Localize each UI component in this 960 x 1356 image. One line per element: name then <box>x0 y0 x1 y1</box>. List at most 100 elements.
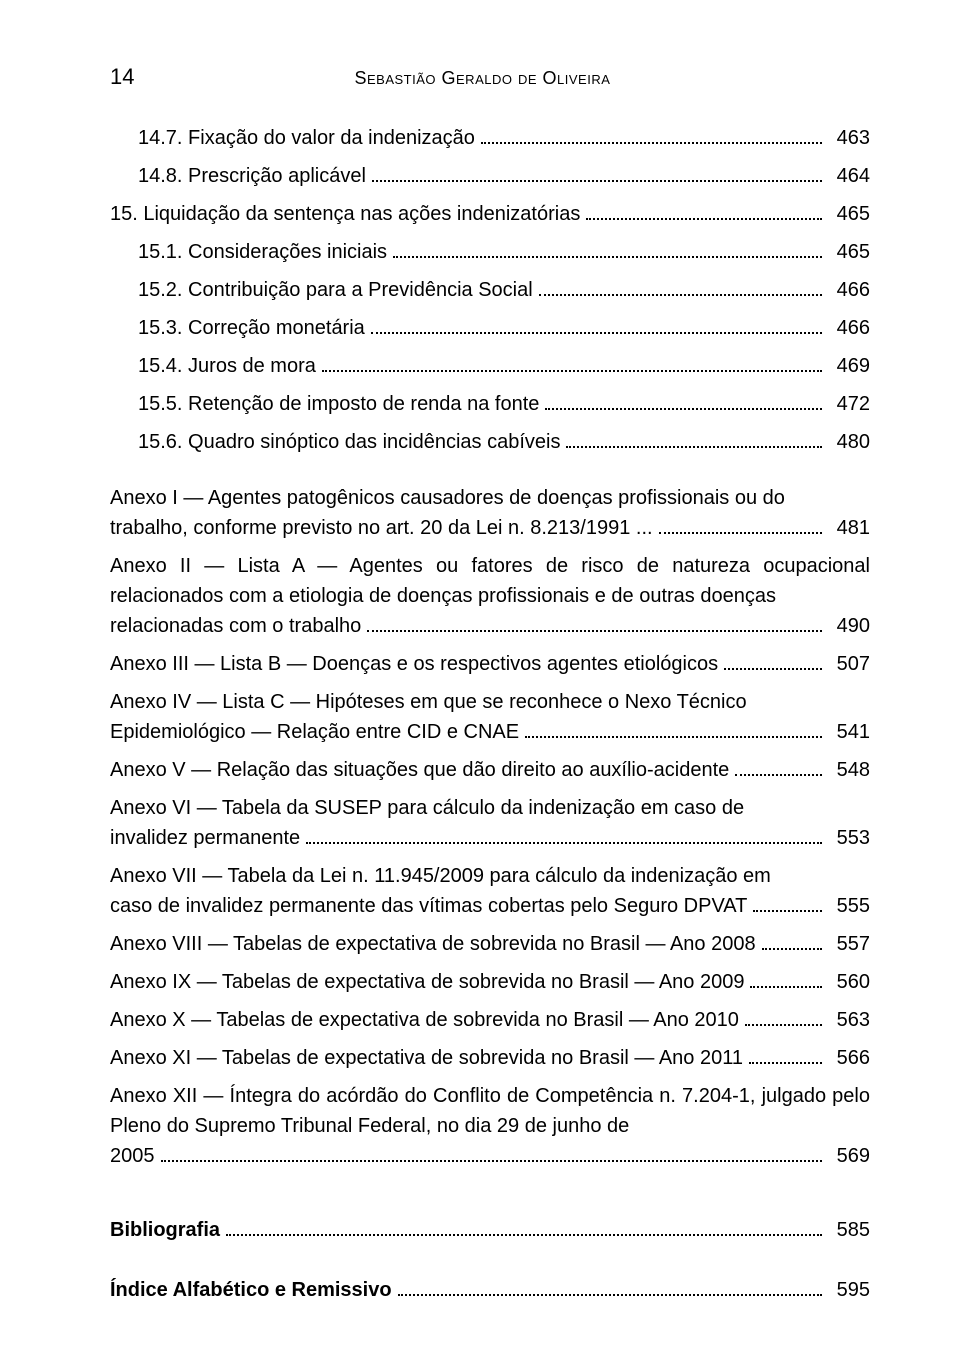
toc-leader-dots <box>659 532 822 534</box>
anexo-lastline: invalidez permanente 553 <box>110 823 870 853</box>
toc-label: 15.1. Considerações iniciais <box>138 237 387 267</box>
anexo-lastline: Anexo IX — Tabelas de expectativa de sob… <box>110 967 870 997</box>
toc-page: 466 <box>828 275 870 305</box>
anexo-page: 569 <box>828 1141 870 1171</box>
footer-toc-entry: Índice Alfabético e Remissivo 595 <box>110 1275 870 1305</box>
anexo-last-text: 2005 <box>110 1141 155 1171</box>
anexo-last-text: Anexo IX — Tabelas de expectativa de sob… <box>110 967 744 997</box>
anexo-page: 553 <box>828 823 870 853</box>
anexo-entry: Anexo VII — Tabela da Lei n. 11.945/2009… <box>110 861 870 921</box>
page-header: 14 Sebastião Geraldo de Oliveira <box>110 60 870 93</box>
toc-page: 465 <box>828 237 870 267</box>
footer-label: Índice Alfabético e Remissivo <box>110 1275 392 1305</box>
toc-leader-dots <box>372 180 822 182</box>
toc-leader-dots <box>226 1234 822 1236</box>
anexo-lastline: 2005 569 <box>110 1141 870 1171</box>
toc-label: 15.5. Retenção de imposto de renda na fo… <box>138 389 539 419</box>
anexo-text: Anexo XII — Íntegra do acórdão do Confli… <box>110 1081 870 1141</box>
anexo-lastline: relacionadas com o trabalho 490 <box>110 611 870 641</box>
toc-entry: 14.7. Fixação do valor da indenização463 <box>110 123 870 153</box>
author-name: Sebastião Geraldo de Oliveira <box>354 65 610 92</box>
anexo-text: Anexo VII — Tabela da Lei n. 11.945/2009… <box>110 861 870 891</box>
anexo-page: 555 <box>828 891 870 921</box>
anexo-lastline: trabalho, conforme previsto no art. 20 d… <box>110 513 870 543</box>
anexo-lastline: Anexo X — Tabelas de expectativa de sobr… <box>110 1005 870 1035</box>
page-number: 14 <box>110 60 134 93</box>
anexo-lastline: Anexo III — Lista B — Doenças e os respe… <box>110 649 870 679</box>
toc-leader-dots <box>750 986 822 988</box>
toc-page: 472 <box>828 389 870 419</box>
toc-leader-dots <box>735 774 822 776</box>
anexo-page: 541 <box>828 717 870 747</box>
anexo-page: 557 <box>828 929 870 959</box>
toc-page: 465 <box>828 199 870 229</box>
anexo-entry: Anexo VIII — Tabelas de expectativa de s… <box>110 929 870 959</box>
anexo-entry: Anexo IX — Tabelas de expectativa de sob… <box>110 967 870 997</box>
anexo-page: 560 <box>828 967 870 997</box>
toc-leader-dots <box>322 370 822 372</box>
toc-page: 466 <box>828 313 870 343</box>
anexo-page: 563 <box>828 1005 870 1035</box>
toc-leader-dots <box>525 736 822 738</box>
footer-page: 595 <box>828 1275 870 1305</box>
anexo-last-text: trabalho, conforme previsto no art. 20 d… <box>110 513 653 543</box>
anexo-last-text: Anexo X — Tabelas de expectativa de sobr… <box>110 1005 739 1035</box>
anexo-lastline: Anexo XI — Tabelas de expectativa de sob… <box>110 1043 870 1073</box>
anexo-lastline: Anexo VIII — Tabelas de expectativa de s… <box>110 929 870 959</box>
toc-leader-dots <box>753 910 822 912</box>
toc-entry: 14.8. Prescrição aplicável 464 <box>110 161 870 191</box>
footer-page: 585 <box>828 1215 870 1245</box>
section-gap <box>110 465 870 483</box>
toc-page: 469 <box>828 351 870 381</box>
footer-section: Bibliografia 585 Índice Alfabético e Remis… <box>110 1215 870 1305</box>
anexo-lastline: caso de invalidez permanente das vítimas… <box>110 891 870 921</box>
anexo-text: Anexo IV — Lista C — Hipóteses em que se… <box>110 687 870 717</box>
toc-leader-dots <box>745 1024 822 1026</box>
toc-entry: 15.2. Contribuição para a Previdência So… <box>110 275 870 305</box>
anexo-last-text: invalidez permanente <box>110 823 300 853</box>
toc-page: 464 <box>828 161 870 191</box>
toc-page: 480 <box>828 427 870 457</box>
anexo-entry: Anexo II — Lista A — Agentes ou fatores … <box>110 551 870 641</box>
anexo-last-text: caso de invalidez permanente das vítimas… <box>110 891 747 921</box>
toc-leader-dots <box>367 630 822 632</box>
toc-entry: 15.1. Considerações iniciais 465 <box>110 237 870 267</box>
anexo-entry: Anexo I — Agentes patogênicos causadores… <box>110 483 870 543</box>
toc-leader-dots <box>586 218 822 220</box>
toc-label: 14.8. Prescrição aplicável <box>138 161 366 191</box>
footer-label: Bibliografia <box>110 1215 220 1245</box>
anexo-page: 566 <box>828 1043 870 1073</box>
footer-gap-1 <box>110 1179 870 1197</box>
toc-leader-dots <box>161 1160 823 1162</box>
anexo-last-text: Anexo XI — Tabelas de expectativa de sob… <box>110 1043 743 1073</box>
anexo-entry: Anexo XII — Íntegra do acórdão do Confli… <box>110 1081 870 1171</box>
anexo-last-text: relacionadas com o trabalho <box>110 611 361 641</box>
toc-leader-dots <box>724 668 822 670</box>
toc-leader-dots <box>306 842 822 844</box>
toc-leader-dots <box>371 332 822 334</box>
toc-entry: 15. Liquidação da sentença nas ações ind… <box>110 199 870 229</box>
toc-page: 463 <box>828 123 870 153</box>
anexo-last-text: Anexo VIII — Tabelas de expectativa de s… <box>110 929 756 959</box>
footer-gap-2 <box>110 1197 870 1215</box>
anexo-lastline: Anexo V — Relação das situações que dão … <box>110 755 870 785</box>
anexo-text: Anexo VI — Tabela da SUSEP para cálculo … <box>110 793 870 823</box>
anexo-text: Anexo II — Lista A — Agentes ou fatores … <box>110 551 870 611</box>
toc-label: 15.4. Juros de mora <box>138 351 316 381</box>
toc-leader-dots <box>749 1062 822 1064</box>
toc-entry: 15.4. Juros de mora 469 <box>110 351 870 381</box>
anexo-page: 490 <box>828 611 870 641</box>
toc-leader-dots <box>398 1294 822 1296</box>
anexo-entry: Anexo X — Tabelas de expectativa de sobr… <box>110 1005 870 1035</box>
anexo-entry: Anexo V — Relação das situações que dão … <box>110 755 870 785</box>
anexo-entry: Anexo XI — Tabelas de expectativa de sob… <box>110 1043 870 1073</box>
toc-entry: 15.6. Quadro sinóptico das incidências c… <box>110 427 870 457</box>
toc-entry: 15.5. Retenção de imposto de renda na fo… <box>110 389 870 419</box>
anexo-last-text: Anexo V — Relação das situações que dão … <box>110 755 729 785</box>
anexo-section: Anexo I — Agentes patogênicos causadores… <box>110 483 870 1171</box>
toc-label: 15.6. Quadro sinóptico das incidências c… <box>138 427 560 457</box>
toc-entry: 15.3. Correção monetária466 <box>110 313 870 343</box>
toc-leader-dots <box>762 948 822 950</box>
anexo-page: 507 <box>828 649 870 679</box>
toc-section: 14.7. Fixação do valor da indenização463… <box>110 123 870 457</box>
